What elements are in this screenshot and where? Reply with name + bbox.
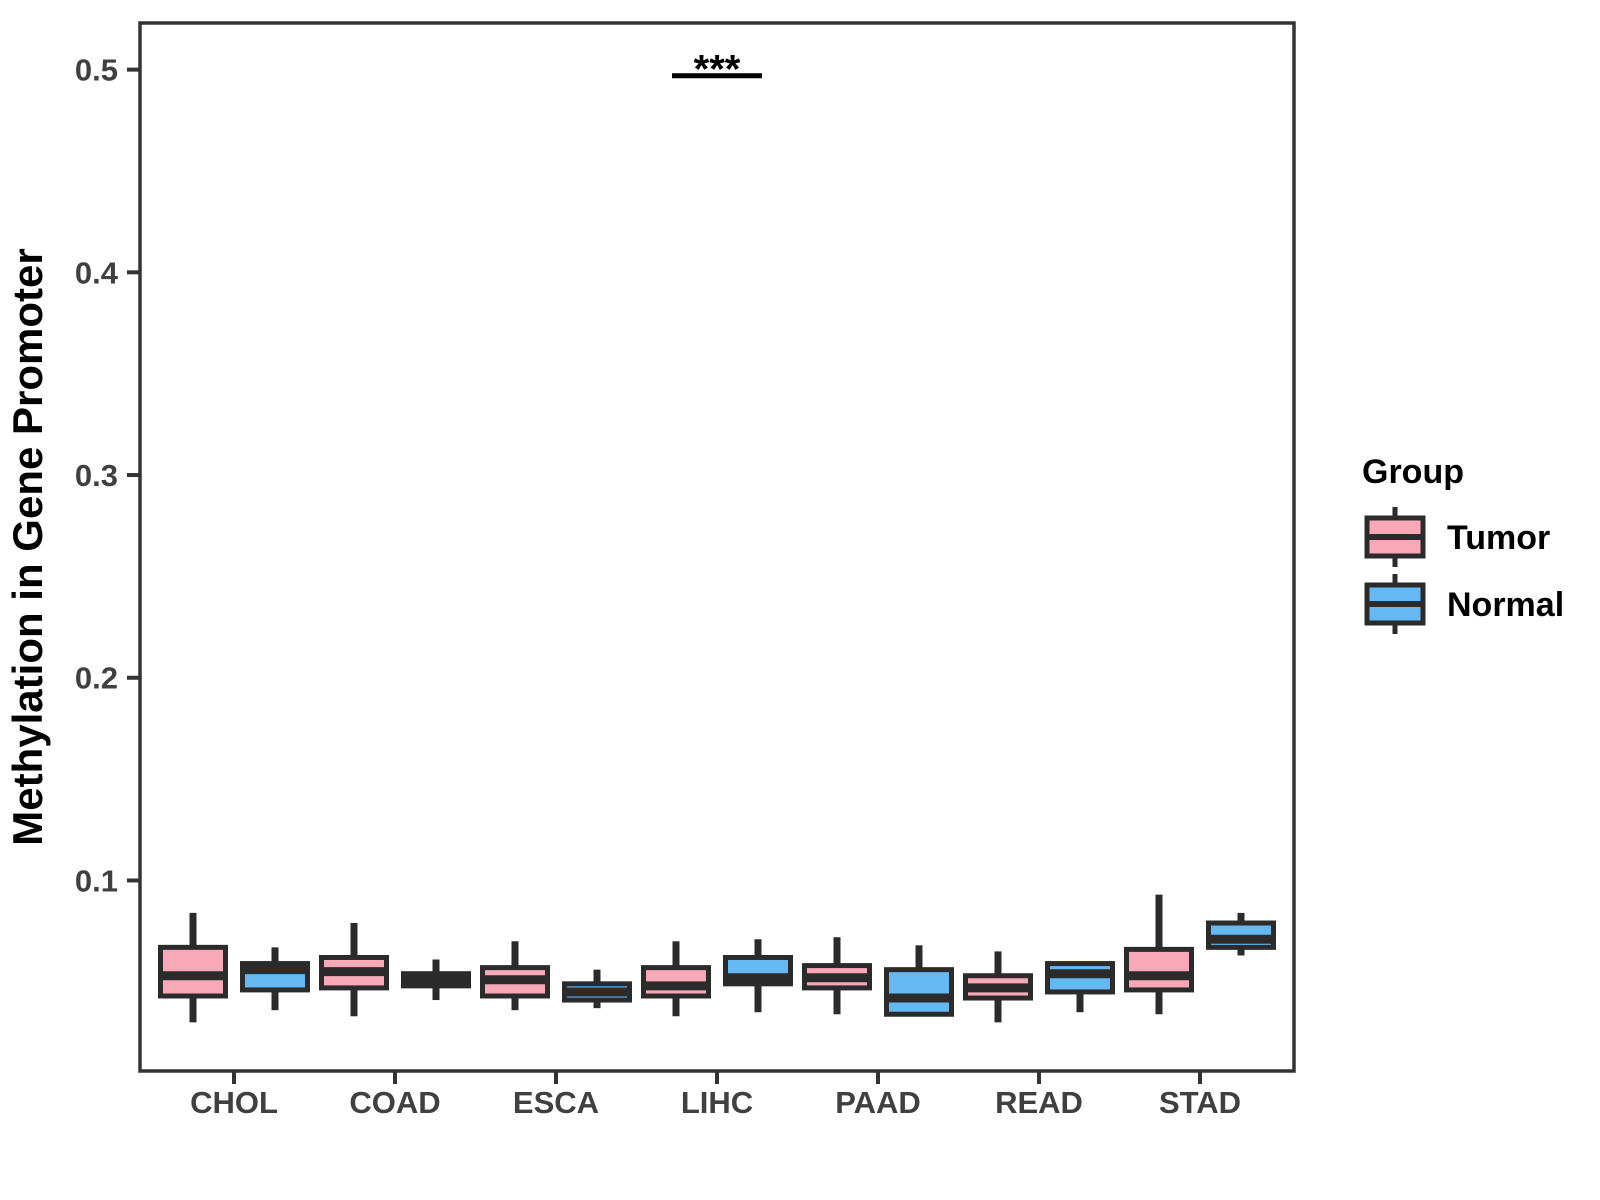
legend-label-tumor: Tumor xyxy=(1447,519,1550,557)
x-tick-label: READ xyxy=(995,1085,1083,1120)
boxplot-tumor-LIHC xyxy=(641,941,711,1017)
boxplot-normal-STAD xyxy=(1206,912,1276,956)
boxplot-normal-CHOL xyxy=(240,947,310,1011)
y-tick-label: 0.3 xyxy=(75,458,118,493)
boxplot-tumor-CHOL xyxy=(158,912,228,1023)
boxplot-tumor-STAD xyxy=(1124,894,1194,1015)
x-tick-label: COAD xyxy=(349,1085,440,1120)
boxplot-tumor-PAAD xyxy=(802,937,872,1015)
y-tick-label: 0.5 xyxy=(75,53,118,88)
boxplot-normal-COAD xyxy=(401,959,471,1001)
y-tick-label: 0.2 xyxy=(75,661,118,696)
x-tick-label: PAAD xyxy=(835,1085,921,1120)
plot-panel-border xyxy=(138,21,1296,1073)
legend-label-normal: Normal xyxy=(1447,586,1564,624)
x-tick-label: STAD xyxy=(1159,1085,1241,1120)
significance-stars: *** xyxy=(694,48,741,92)
y-axis-title: Methylation in Gene Promoter xyxy=(4,248,51,845)
boxplot-tumor-COAD xyxy=(319,923,389,1017)
y-tick-label: 0.4 xyxy=(75,255,119,290)
box-iqr xyxy=(1124,946,1194,993)
boxplot-normal-PAAD xyxy=(884,945,954,1017)
y-tick-label: 0.1 xyxy=(75,863,118,898)
x-tick-label: CHOL xyxy=(190,1085,278,1120)
legend-title: Group xyxy=(1362,453,1464,491)
boxplot-normal-LIHC xyxy=(723,939,793,1013)
legend-key-normal xyxy=(1364,574,1426,634)
boxplot-normal-ESCA xyxy=(562,969,632,1009)
legend-key-tumor xyxy=(1364,507,1426,567)
legend: Group Tumor Normal xyxy=(1362,453,1564,634)
boxplot-tumor-READ xyxy=(963,951,1033,1023)
x-tick-label: LIHC xyxy=(681,1085,753,1120)
box-iqr xyxy=(884,967,954,1017)
x-tick-label: ESCA xyxy=(513,1085,599,1120)
boxplot-tumor-ESCA xyxy=(480,941,550,1011)
boxplot-normal-READ xyxy=(1045,961,1115,1013)
